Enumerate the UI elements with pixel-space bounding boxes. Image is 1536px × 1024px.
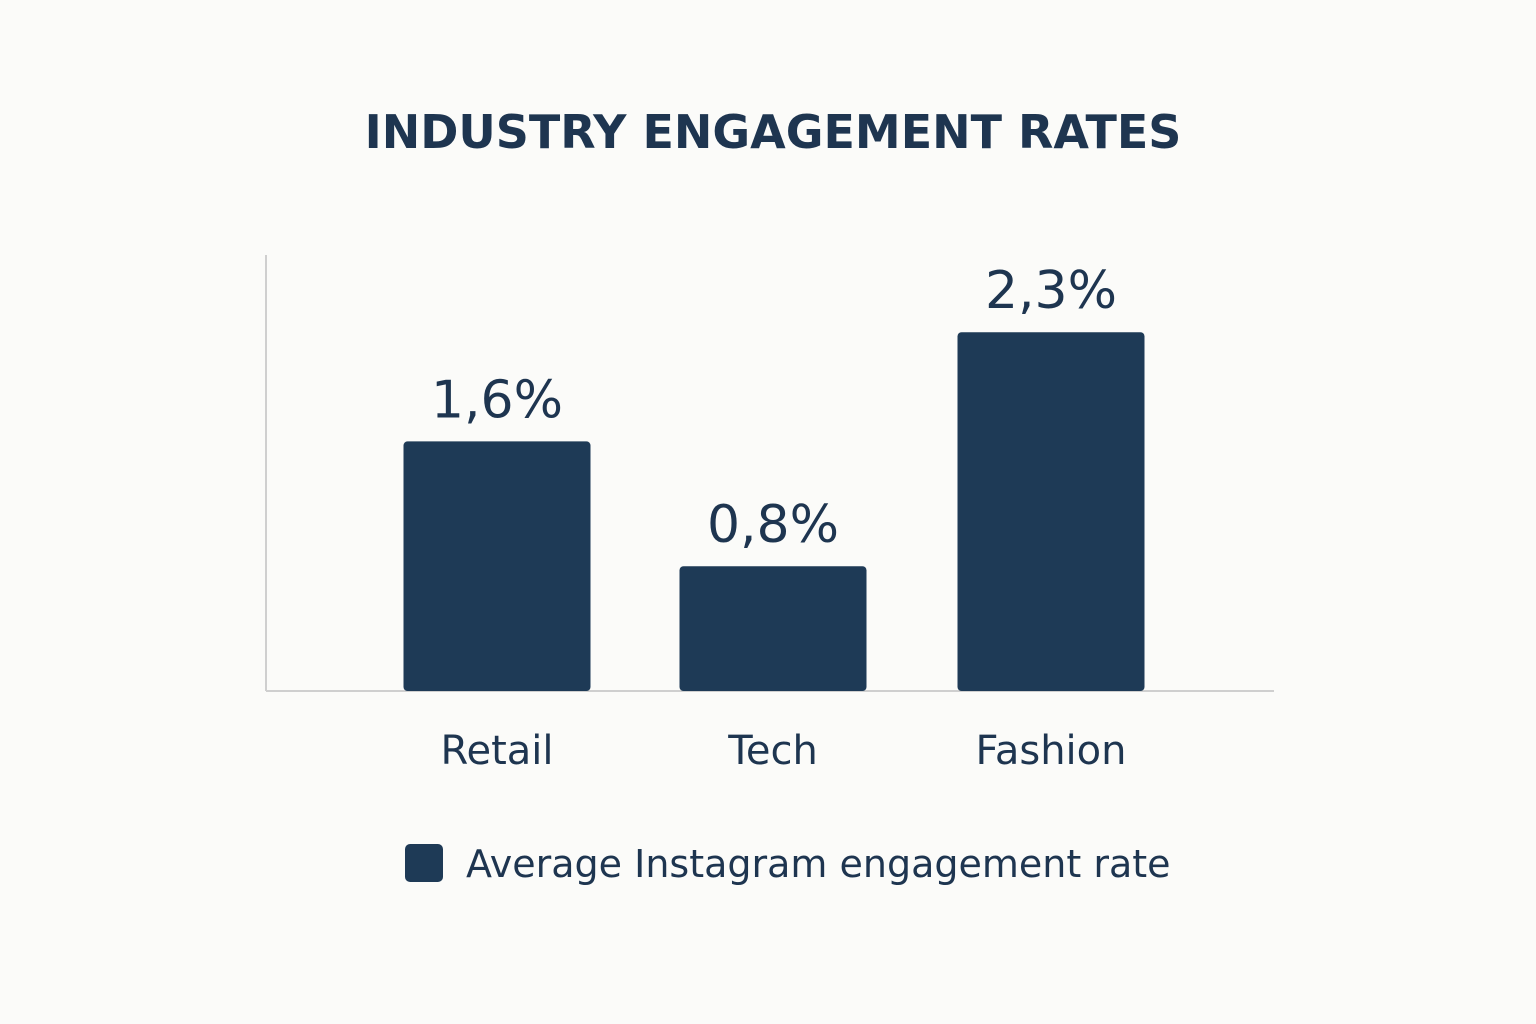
value-label-tech: 0,8%: [707, 495, 839, 555]
value-label-fashion: 2,3%: [985, 261, 1117, 321]
legend-label: Average Instagram engagement rate: [466, 842, 1171, 886]
value-label-retail: 1,6%: [431, 370, 563, 430]
category-labels: Retail Tech Fashion: [440, 728, 1126, 774]
bars: [403, 332, 1145, 691]
category-label-fashion: Fashion: [976, 728, 1127, 774]
bar-fashion: [957, 332, 1145, 691]
legend: Average Instagram engagement rate: [405, 842, 1171, 886]
value-labels: 1,6% 0,8% 2,3%: [431, 261, 1117, 555]
bar-tech: [679, 566, 867, 691]
category-label-tech: Tech: [727, 728, 818, 774]
category-label-retail: Retail: [440, 728, 553, 774]
legend-swatch: [405, 844, 443, 882]
chart-title: INDUSTRY ENGAGEMENT RATES: [365, 105, 1182, 159]
bar-retail: [403, 441, 591, 691]
